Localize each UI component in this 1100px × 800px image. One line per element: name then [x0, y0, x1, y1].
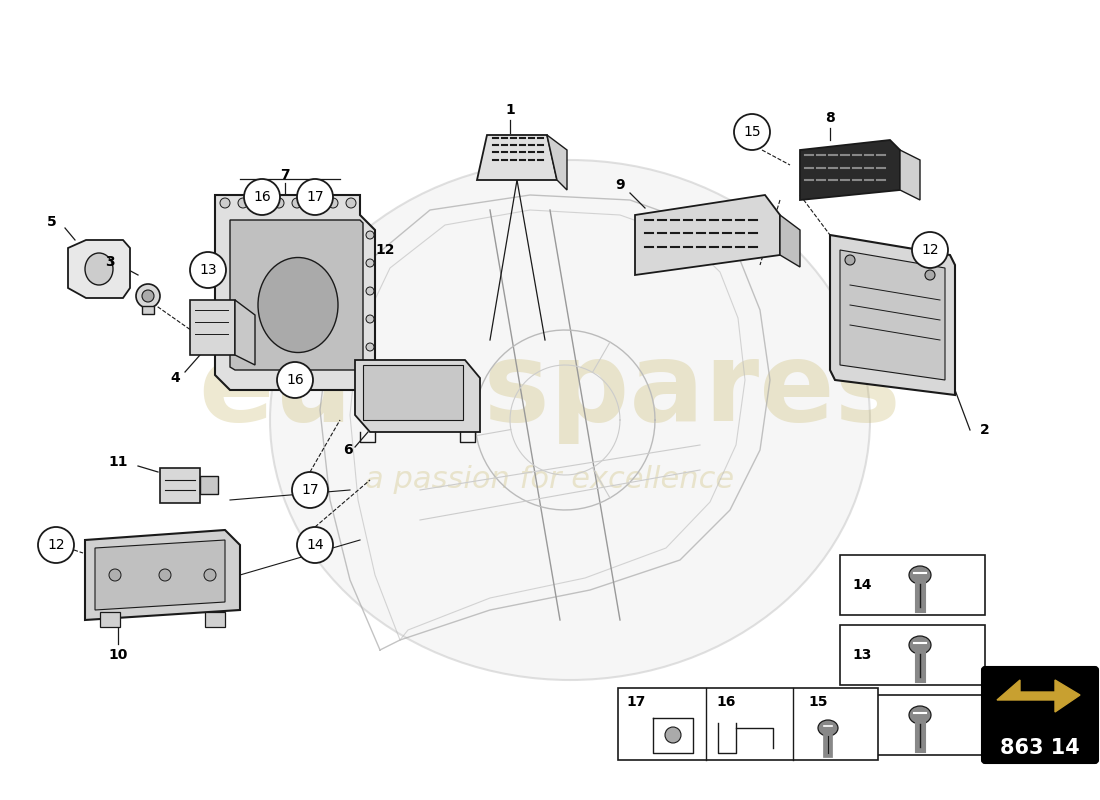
Text: 2: 2: [980, 423, 990, 437]
Ellipse shape: [818, 720, 838, 736]
Text: 14: 14: [306, 538, 323, 552]
Circle shape: [256, 198, 266, 208]
Polygon shape: [230, 220, 363, 370]
Ellipse shape: [909, 706, 931, 724]
Text: 12: 12: [47, 538, 65, 552]
Circle shape: [190, 252, 226, 288]
Text: 15: 15: [808, 695, 827, 709]
Circle shape: [39, 527, 74, 563]
Circle shape: [366, 343, 374, 351]
Text: 10: 10: [108, 648, 128, 662]
Text: 5: 5: [47, 215, 57, 229]
Polygon shape: [95, 540, 226, 610]
Text: 13: 13: [199, 263, 217, 277]
Text: 4: 4: [170, 371, 180, 385]
Circle shape: [366, 287, 374, 295]
Text: 3: 3: [106, 255, 114, 269]
Circle shape: [274, 198, 284, 208]
Text: 14: 14: [852, 578, 871, 592]
Text: a passion for excellence: a passion for excellence: [365, 466, 735, 494]
Circle shape: [297, 527, 333, 563]
Circle shape: [366, 231, 374, 239]
Text: 15: 15: [744, 125, 761, 139]
Ellipse shape: [909, 566, 931, 584]
Text: 7: 7: [280, 168, 289, 182]
Polygon shape: [547, 135, 567, 190]
Circle shape: [845, 255, 855, 265]
Text: 9: 9: [615, 178, 625, 192]
Polygon shape: [214, 195, 375, 390]
Polygon shape: [800, 140, 900, 200]
Text: 12: 12: [375, 243, 395, 257]
Bar: [200, 476, 218, 494]
Text: eurospares: eurospares: [199, 337, 901, 443]
Circle shape: [292, 198, 302, 208]
Bar: [840, 625, 984, 685]
Circle shape: [346, 198, 356, 208]
Polygon shape: [68, 240, 130, 298]
Circle shape: [244, 179, 280, 215]
Text: 13: 13: [852, 648, 871, 662]
Polygon shape: [85, 530, 240, 620]
Circle shape: [160, 569, 170, 581]
Text: 17: 17: [306, 190, 323, 204]
Circle shape: [277, 362, 313, 398]
Ellipse shape: [270, 160, 870, 680]
Polygon shape: [355, 360, 480, 432]
Circle shape: [142, 290, 154, 302]
Text: 8: 8: [825, 111, 835, 125]
Polygon shape: [235, 300, 255, 365]
Text: 16: 16: [286, 373, 304, 387]
Ellipse shape: [258, 258, 338, 353]
Bar: [205, 612, 225, 627]
Polygon shape: [635, 195, 780, 275]
Bar: [142, 306, 154, 314]
Ellipse shape: [909, 636, 931, 654]
Polygon shape: [997, 680, 1080, 712]
Circle shape: [310, 198, 320, 208]
Circle shape: [297, 179, 333, 215]
Text: 863 14: 863 14: [1000, 738, 1080, 758]
Circle shape: [734, 114, 770, 150]
Text: 16: 16: [253, 190, 271, 204]
Polygon shape: [780, 215, 800, 267]
Text: 1: 1: [505, 103, 515, 117]
Text: 17: 17: [301, 483, 319, 497]
Circle shape: [204, 569, 216, 581]
Circle shape: [238, 198, 248, 208]
Polygon shape: [190, 300, 235, 355]
Bar: [840, 555, 984, 615]
Circle shape: [136, 284, 160, 308]
FancyBboxPatch shape: [982, 667, 1098, 763]
Text: 11: 11: [108, 455, 128, 469]
Text: 17: 17: [626, 695, 646, 709]
Circle shape: [912, 232, 948, 268]
Circle shape: [666, 727, 681, 743]
Circle shape: [109, 569, 121, 581]
Polygon shape: [363, 365, 463, 420]
Circle shape: [292, 472, 328, 508]
Circle shape: [220, 198, 230, 208]
Polygon shape: [160, 468, 200, 503]
Bar: [100, 612, 120, 627]
Polygon shape: [830, 235, 955, 395]
Circle shape: [925, 270, 935, 280]
Polygon shape: [840, 250, 945, 380]
Polygon shape: [900, 150, 920, 200]
Text: 12: 12: [852, 718, 871, 732]
Bar: [618, 688, 878, 760]
Bar: [840, 695, 984, 755]
Ellipse shape: [85, 253, 113, 285]
Circle shape: [366, 259, 374, 267]
Text: 16: 16: [716, 695, 736, 709]
Circle shape: [328, 198, 338, 208]
Text: 6: 6: [343, 443, 353, 457]
Text: 12: 12: [921, 243, 938, 257]
Circle shape: [366, 315, 374, 323]
Polygon shape: [477, 135, 557, 180]
